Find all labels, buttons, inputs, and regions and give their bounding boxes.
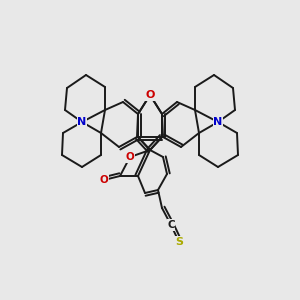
Text: O: O — [145, 90, 155, 100]
Text: N: N — [213, 117, 223, 127]
Text: C: C — [167, 220, 175, 230]
Text: N: N — [77, 117, 87, 127]
Text: O: O — [100, 175, 108, 185]
Text: S: S — [175, 237, 183, 247]
Text: O: O — [126, 152, 134, 162]
